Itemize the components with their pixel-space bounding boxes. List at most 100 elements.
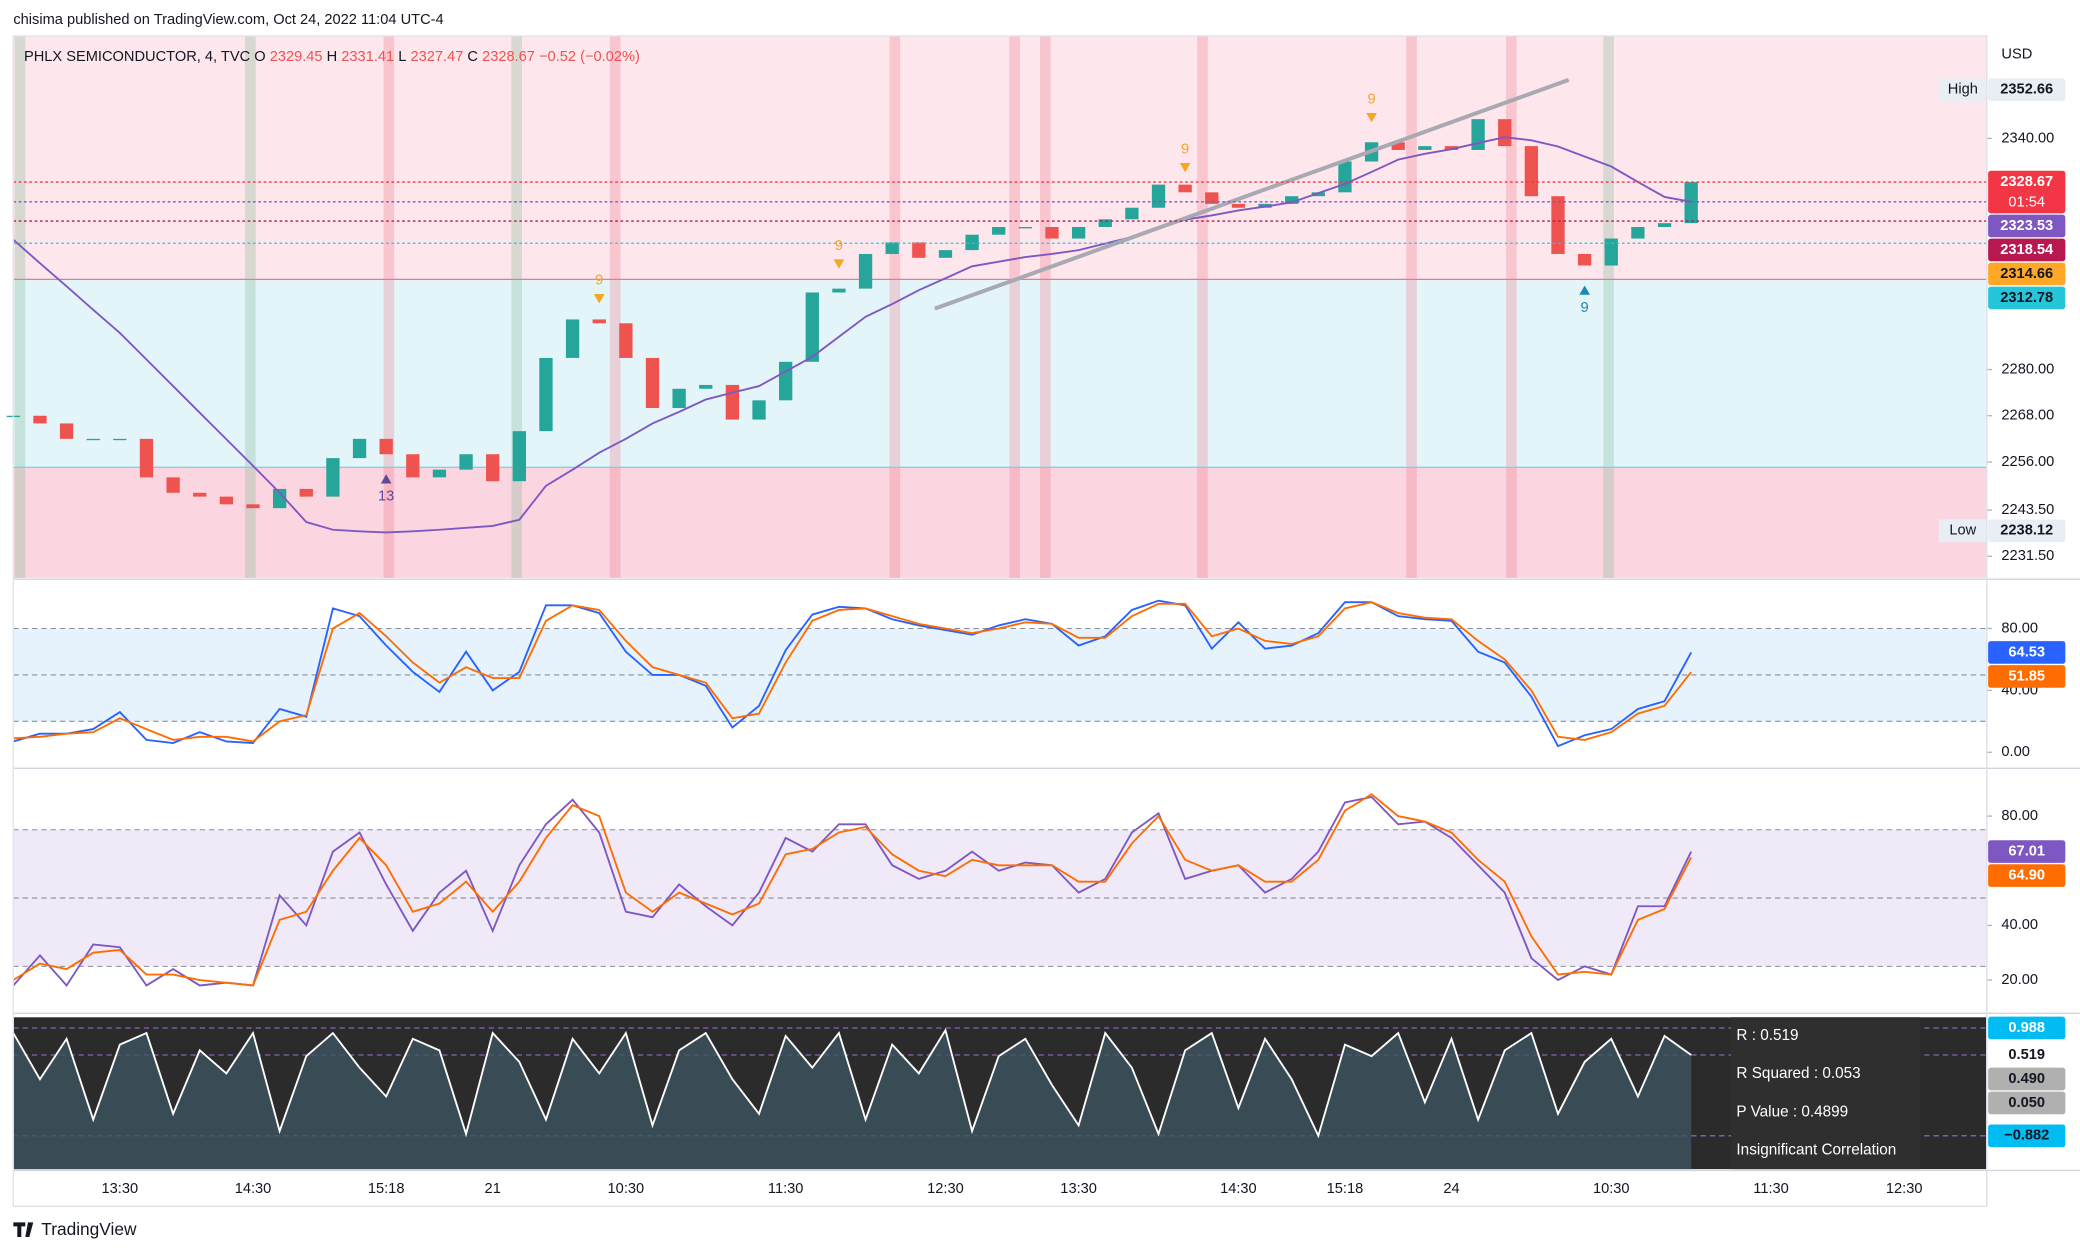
candle-body xyxy=(1604,238,1618,266)
x-tick-label: 21 xyxy=(485,1181,501,1197)
price-tag xyxy=(1988,1043,2066,1067)
candle-body xyxy=(406,454,420,478)
price-tag-value: −0.882 xyxy=(2004,1128,2049,1144)
x-tick-label: 10:30 xyxy=(608,1181,645,1197)
legend-item: 2331.41 xyxy=(341,49,394,65)
published-line: chisima published on TradingView.com, Oc… xyxy=(13,12,443,28)
candle-body xyxy=(1444,146,1459,150)
stats-line: Insignificant Correlation xyxy=(1736,1142,1896,1159)
candle-body xyxy=(1498,119,1512,147)
footer-brand: TradingView xyxy=(41,1219,137,1239)
y-tick-label: 80.00 xyxy=(2001,808,2038,824)
y-tick-label: 20.00 xyxy=(2001,972,2038,988)
x-tick-label: 13:30 xyxy=(102,1181,139,1197)
candle-body xyxy=(619,323,633,358)
candle-body xyxy=(699,384,713,389)
price-tag-countdown: 01:54 xyxy=(2008,195,2045,211)
candle-body xyxy=(352,438,367,459)
legend-item: −0.52 (−0.02%) xyxy=(539,49,640,65)
price-tag xyxy=(1988,519,2066,543)
price-tag xyxy=(1988,170,2066,214)
series-line xyxy=(12,136,1692,534)
stats-box xyxy=(1731,1017,1921,1170)
x-tick-label: 14:30 xyxy=(1220,1181,1257,1197)
chart-frame xyxy=(12,35,1988,1208)
y-tick-label: 2243.50 xyxy=(2001,502,2054,518)
price-tag xyxy=(1988,238,2066,262)
legend-item: C xyxy=(467,49,478,65)
price-tag xyxy=(1988,214,2066,238)
x-tick-label: 24 xyxy=(1443,1181,1459,1197)
price-tag xyxy=(1988,840,2066,863)
signal-arrow xyxy=(833,259,845,269)
candle-body xyxy=(992,226,1006,235)
session-highlight xyxy=(609,35,621,578)
candle-body xyxy=(193,492,207,497)
price-tag xyxy=(1988,1067,2066,1091)
signal-label: 9 xyxy=(1581,300,1589,316)
legend-item: O xyxy=(254,49,265,65)
price-tag-value: 64.90 xyxy=(2008,867,2045,883)
session-highlight xyxy=(1197,35,1208,578)
candle-body xyxy=(752,400,766,420)
candle-body xyxy=(1178,184,1192,193)
price-tag-value: 2328.67 xyxy=(2000,174,2053,190)
price-tag-value: 51.85 xyxy=(2008,668,2045,684)
band xyxy=(13,279,1987,468)
candle-body xyxy=(725,384,740,420)
legend-item: 2327.47 xyxy=(410,49,463,65)
price-tag-value: 2323.53 xyxy=(2000,218,2053,234)
candle-body xyxy=(139,438,154,478)
signal-label: 9 xyxy=(1181,142,1189,158)
signal-label: 9 xyxy=(595,273,603,289)
series-line xyxy=(12,795,1693,988)
candle-body xyxy=(166,477,180,493)
candle-body xyxy=(858,253,873,289)
session-highlight xyxy=(245,35,256,578)
price-tag xyxy=(1988,641,2066,664)
signal-arrow xyxy=(380,474,392,484)
candle-body xyxy=(299,488,313,497)
candle-body xyxy=(1231,203,1246,208)
band xyxy=(13,467,1987,578)
price-tag-value: 0.988 xyxy=(2008,1020,2045,1036)
signal-label: 13 xyxy=(378,489,394,505)
x-tick-label: 15:18 xyxy=(1327,1181,1364,1197)
price-tag-value: 0.050 xyxy=(2008,1095,2045,1111)
price-tag xyxy=(1988,665,2066,688)
price-tag xyxy=(1988,286,2066,310)
candle-body xyxy=(912,242,926,258)
candle-body xyxy=(645,357,660,409)
candle-body xyxy=(1098,219,1112,227)
price-tag-value: 2312.78 xyxy=(2000,290,2053,306)
y-tick-label: 2256.00 xyxy=(2001,454,2054,470)
series-line xyxy=(13,599,1692,748)
candle-body xyxy=(805,292,819,362)
session-highlight xyxy=(889,35,901,578)
price-tag-caption: Low xyxy=(1949,523,1976,539)
candle-body xyxy=(459,454,473,470)
x-tick-label: 11:30 xyxy=(1753,1181,1789,1197)
legend-item: L xyxy=(398,49,406,65)
stats-line: R Squared : 0.053 xyxy=(1736,1065,1860,1082)
price-tag xyxy=(1988,864,2066,887)
legend-item: 2328.67 xyxy=(482,49,535,65)
candle-body xyxy=(1391,142,1405,150)
session-highlight xyxy=(511,35,522,578)
candle-body xyxy=(1018,226,1033,229)
candle-body xyxy=(1524,146,1539,197)
candle-body xyxy=(672,388,686,409)
correlation-area xyxy=(13,1030,1692,1170)
series-line xyxy=(12,1027,1692,1139)
candle-body xyxy=(59,423,74,439)
y-tick-label: 40.00 xyxy=(2001,917,2038,933)
legend-item: 2329.45 xyxy=(270,49,323,65)
y-tick-label: 80.00 xyxy=(2001,620,2038,636)
candle-body xyxy=(592,319,606,324)
candle-body xyxy=(272,488,287,509)
brand-logo xyxy=(13,1222,34,1238)
candle-body xyxy=(1205,192,1219,204)
candle-body xyxy=(1631,226,1645,239)
candle-body xyxy=(1311,192,1325,197)
